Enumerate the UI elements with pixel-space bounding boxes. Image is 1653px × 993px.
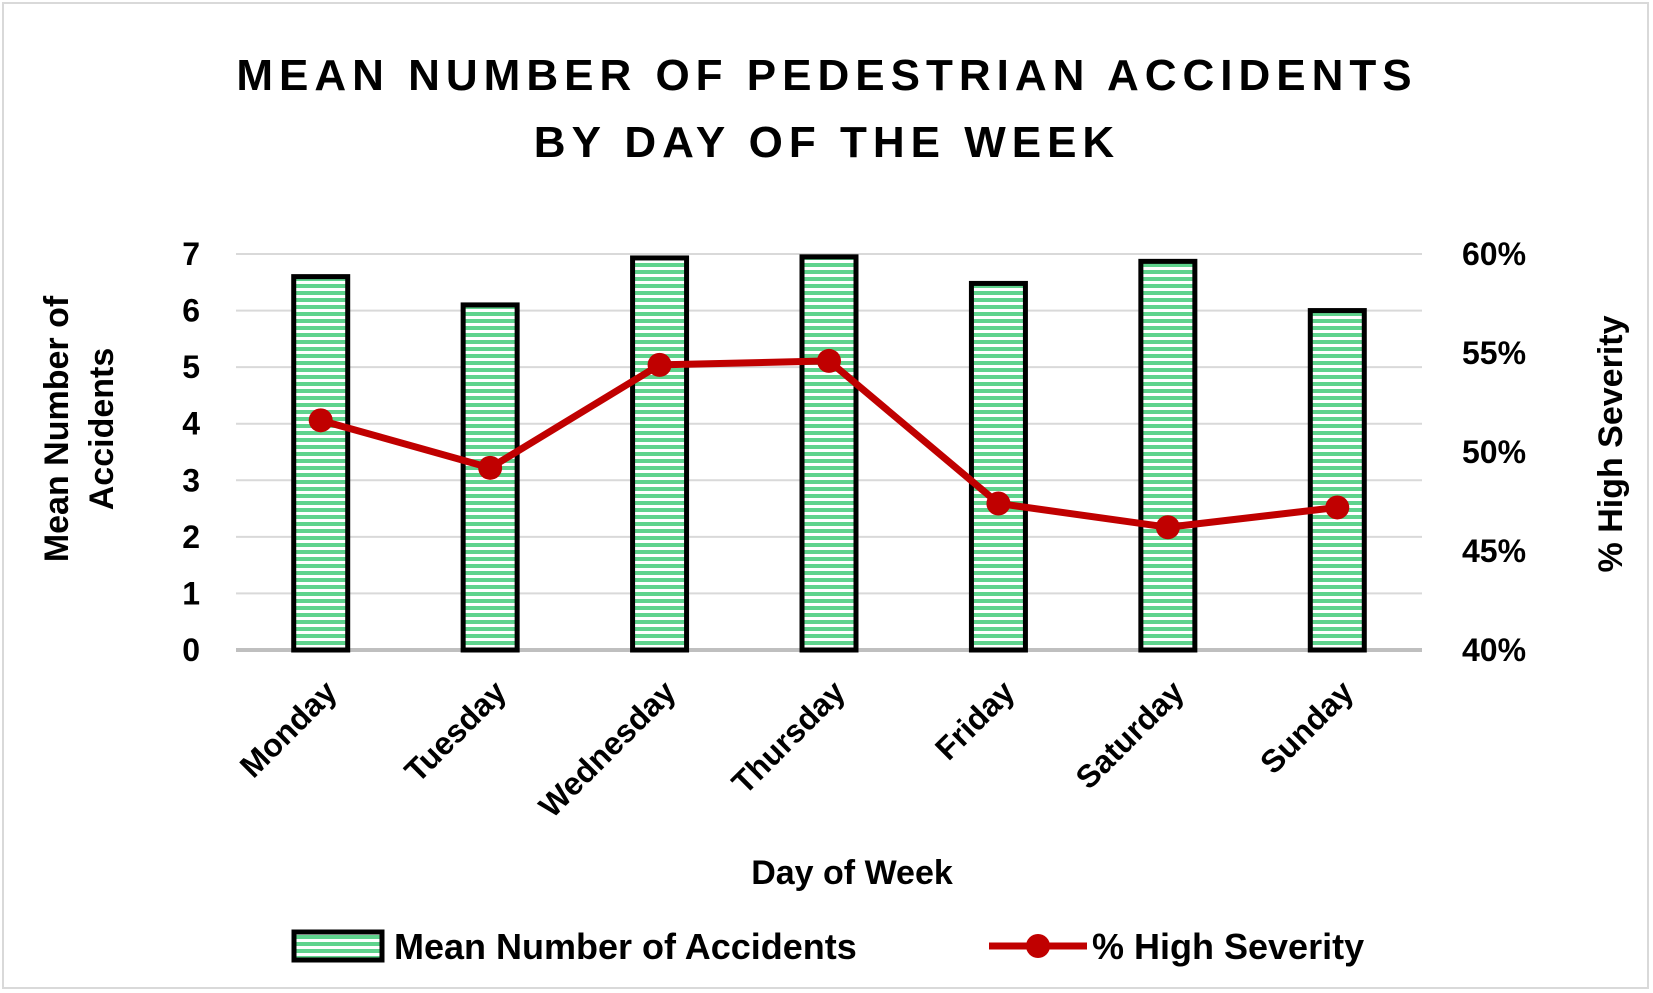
x-category-label: Thursday [725, 673, 852, 800]
line-series [308, 348, 1350, 540]
y2-tick-label: 50% [1462, 434, 1526, 470]
x-category-label: Sunday [1253, 673, 1360, 780]
severity-point [817, 348, 841, 373]
severity-point [647, 352, 672, 377]
y-tick-label: 7 [182, 236, 200, 272]
bar [1138, 258, 1198, 653]
bar [630, 255, 690, 653]
y-tick-label: 0 [182, 632, 200, 668]
y2-tick-label: 45% [1462, 533, 1526, 569]
severity-point [1155, 515, 1180, 540]
y2-tick-label: 55% [1462, 335, 1526, 371]
bar-series [291, 254, 1367, 653]
bar [968, 280, 1028, 653]
x-category-label: Friday [928, 673, 1022, 767]
severity-point [308, 408, 333, 433]
y-tick-label: 3 [182, 462, 200, 498]
legend-label-bars: Mean Number of Accidents [394, 926, 857, 967]
y-tick-label: 5 [182, 349, 200, 385]
y-tick-label: 6 [182, 293, 200, 329]
y-axis-title-line-1: Mean Number of [38, 295, 76, 562]
y-tick-label: 4 [182, 406, 200, 442]
chart-canvas: MEAN NUMBER OF PEDESTRIAN ACCIDENTS BY D… [38, 51, 1630, 967]
severity-point [478, 455, 503, 480]
legend: Mean Number of Accidents % High Severity [291, 926, 1364, 967]
axis-ticks: 0 1 2 3 4 5 6 7 40% 45% 50% 55% 60% [182, 236, 1526, 668]
y-tick-label: 1 [182, 575, 200, 611]
x-axis-title: Day of Week [751, 854, 953, 892]
chart-title-line-2: BY DAY OF THE WEEK [534, 118, 1120, 167]
bar [291, 274, 351, 653]
x-category-label: Tuesday [398, 673, 514, 789]
severity-point [986, 491, 1011, 516]
bar [799, 254, 859, 653]
legend-line-marker [1026, 934, 1050, 958]
legend-label-line: % High Severity [1092, 926, 1364, 967]
x-category-label: Wednesday [532, 673, 683, 824]
y2-axis-title: % High Severity [1592, 315, 1630, 572]
x-category-label: Monday [233, 673, 344, 784]
y2-tick-label: 60% [1462, 236, 1526, 272]
y-tick-label: 2 [182, 519, 200, 555]
legend-bar-swatch [291, 929, 385, 963]
severity-point [1325, 495, 1350, 520]
y2-tick-label: 40% [1462, 632, 1526, 668]
x-category-label: Saturday [1069, 673, 1191, 795]
bar [1307, 308, 1367, 653]
chart-title-line-1: MEAN NUMBER OF PEDESTRIAN ACCIDENTS [236, 51, 1417, 100]
category-labels: Monday Tuesday Wednesday Thursday Friday Satu… [233, 673, 1361, 824]
y-axis-title-line-2: Accidents [83, 348, 121, 511]
